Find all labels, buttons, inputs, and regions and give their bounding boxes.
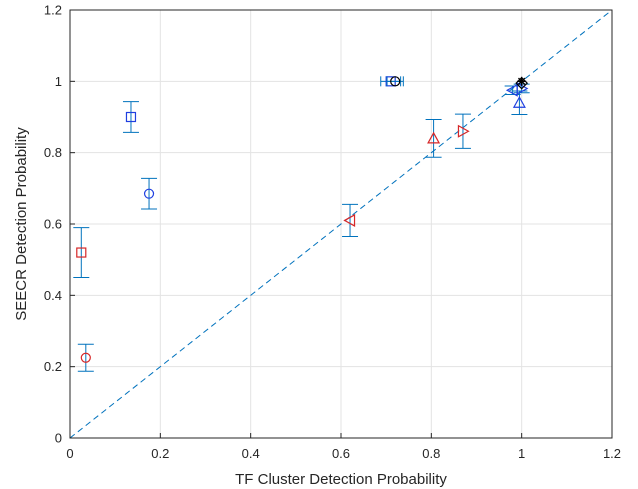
x-tick-label: 0.6 (332, 446, 350, 461)
y-axis-ticks: 0 0.2 0.4 0.6 0.8 1 1.2 (44, 3, 75, 446)
data-point (511, 90, 528, 116)
circle-marker (143, 188, 155, 199)
x-tick-label: 1.2 (603, 446, 621, 461)
y-tick-label: 0.8 (44, 145, 62, 160)
triangle-left-marker (343, 213, 356, 227)
y-tick-label: 0.4 (44, 288, 62, 303)
y-tick-label: 0.2 (44, 359, 62, 374)
diamond-marker (515, 76, 529, 90)
data-point (77, 343, 94, 372)
y-tick-label: 0 (55, 431, 62, 446)
data-point (342, 203, 359, 237)
data-point (73, 227, 90, 278)
square-marker (125, 111, 137, 123)
data-point (141, 177, 158, 210)
x-tick-label: 0 (66, 446, 73, 461)
data-points (73, 76, 530, 372)
y-axis-label: SEECR Detection Probability (13, 127, 30, 321)
y-tick-label: 1.2 (44, 3, 62, 18)
data-point (515, 76, 529, 90)
square-marker (76, 247, 87, 258)
x-tick-label: 0.8 (422, 446, 440, 461)
x-tick-label: 0.4 (242, 446, 260, 461)
x-axis-label: TF Cluster Detection Probability (235, 471, 447, 488)
x-tick-label: 1 (518, 446, 525, 461)
triangle-right-marker (457, 124, 470, 138)
y-tick-label: 0.6 (44, 217, 62, 232)
x-tick-label: 0.2 (151, 446, 169, 461)
triangle-up-marker (512, 95, 526, 108)
data-point (122, 101, 139, 133)
data-point (454, 113, 471, 149)
circle-marker (80, 352, 91, 363)
data-point (386, 76, 404, 87)
data-point (425, 118, 442, 158)
circle-marker (390, 76, 401, 87)
data-point (504, 83, 521, 97)
x-axis-ticks: 0 0.2 0.4 0.6 0.8 1 1.2 (66, 433, 621, 461)
triangle-up-marker (427, 131, 441, 144)
y-tick-label: 1 (55, 74, 62, 89)
